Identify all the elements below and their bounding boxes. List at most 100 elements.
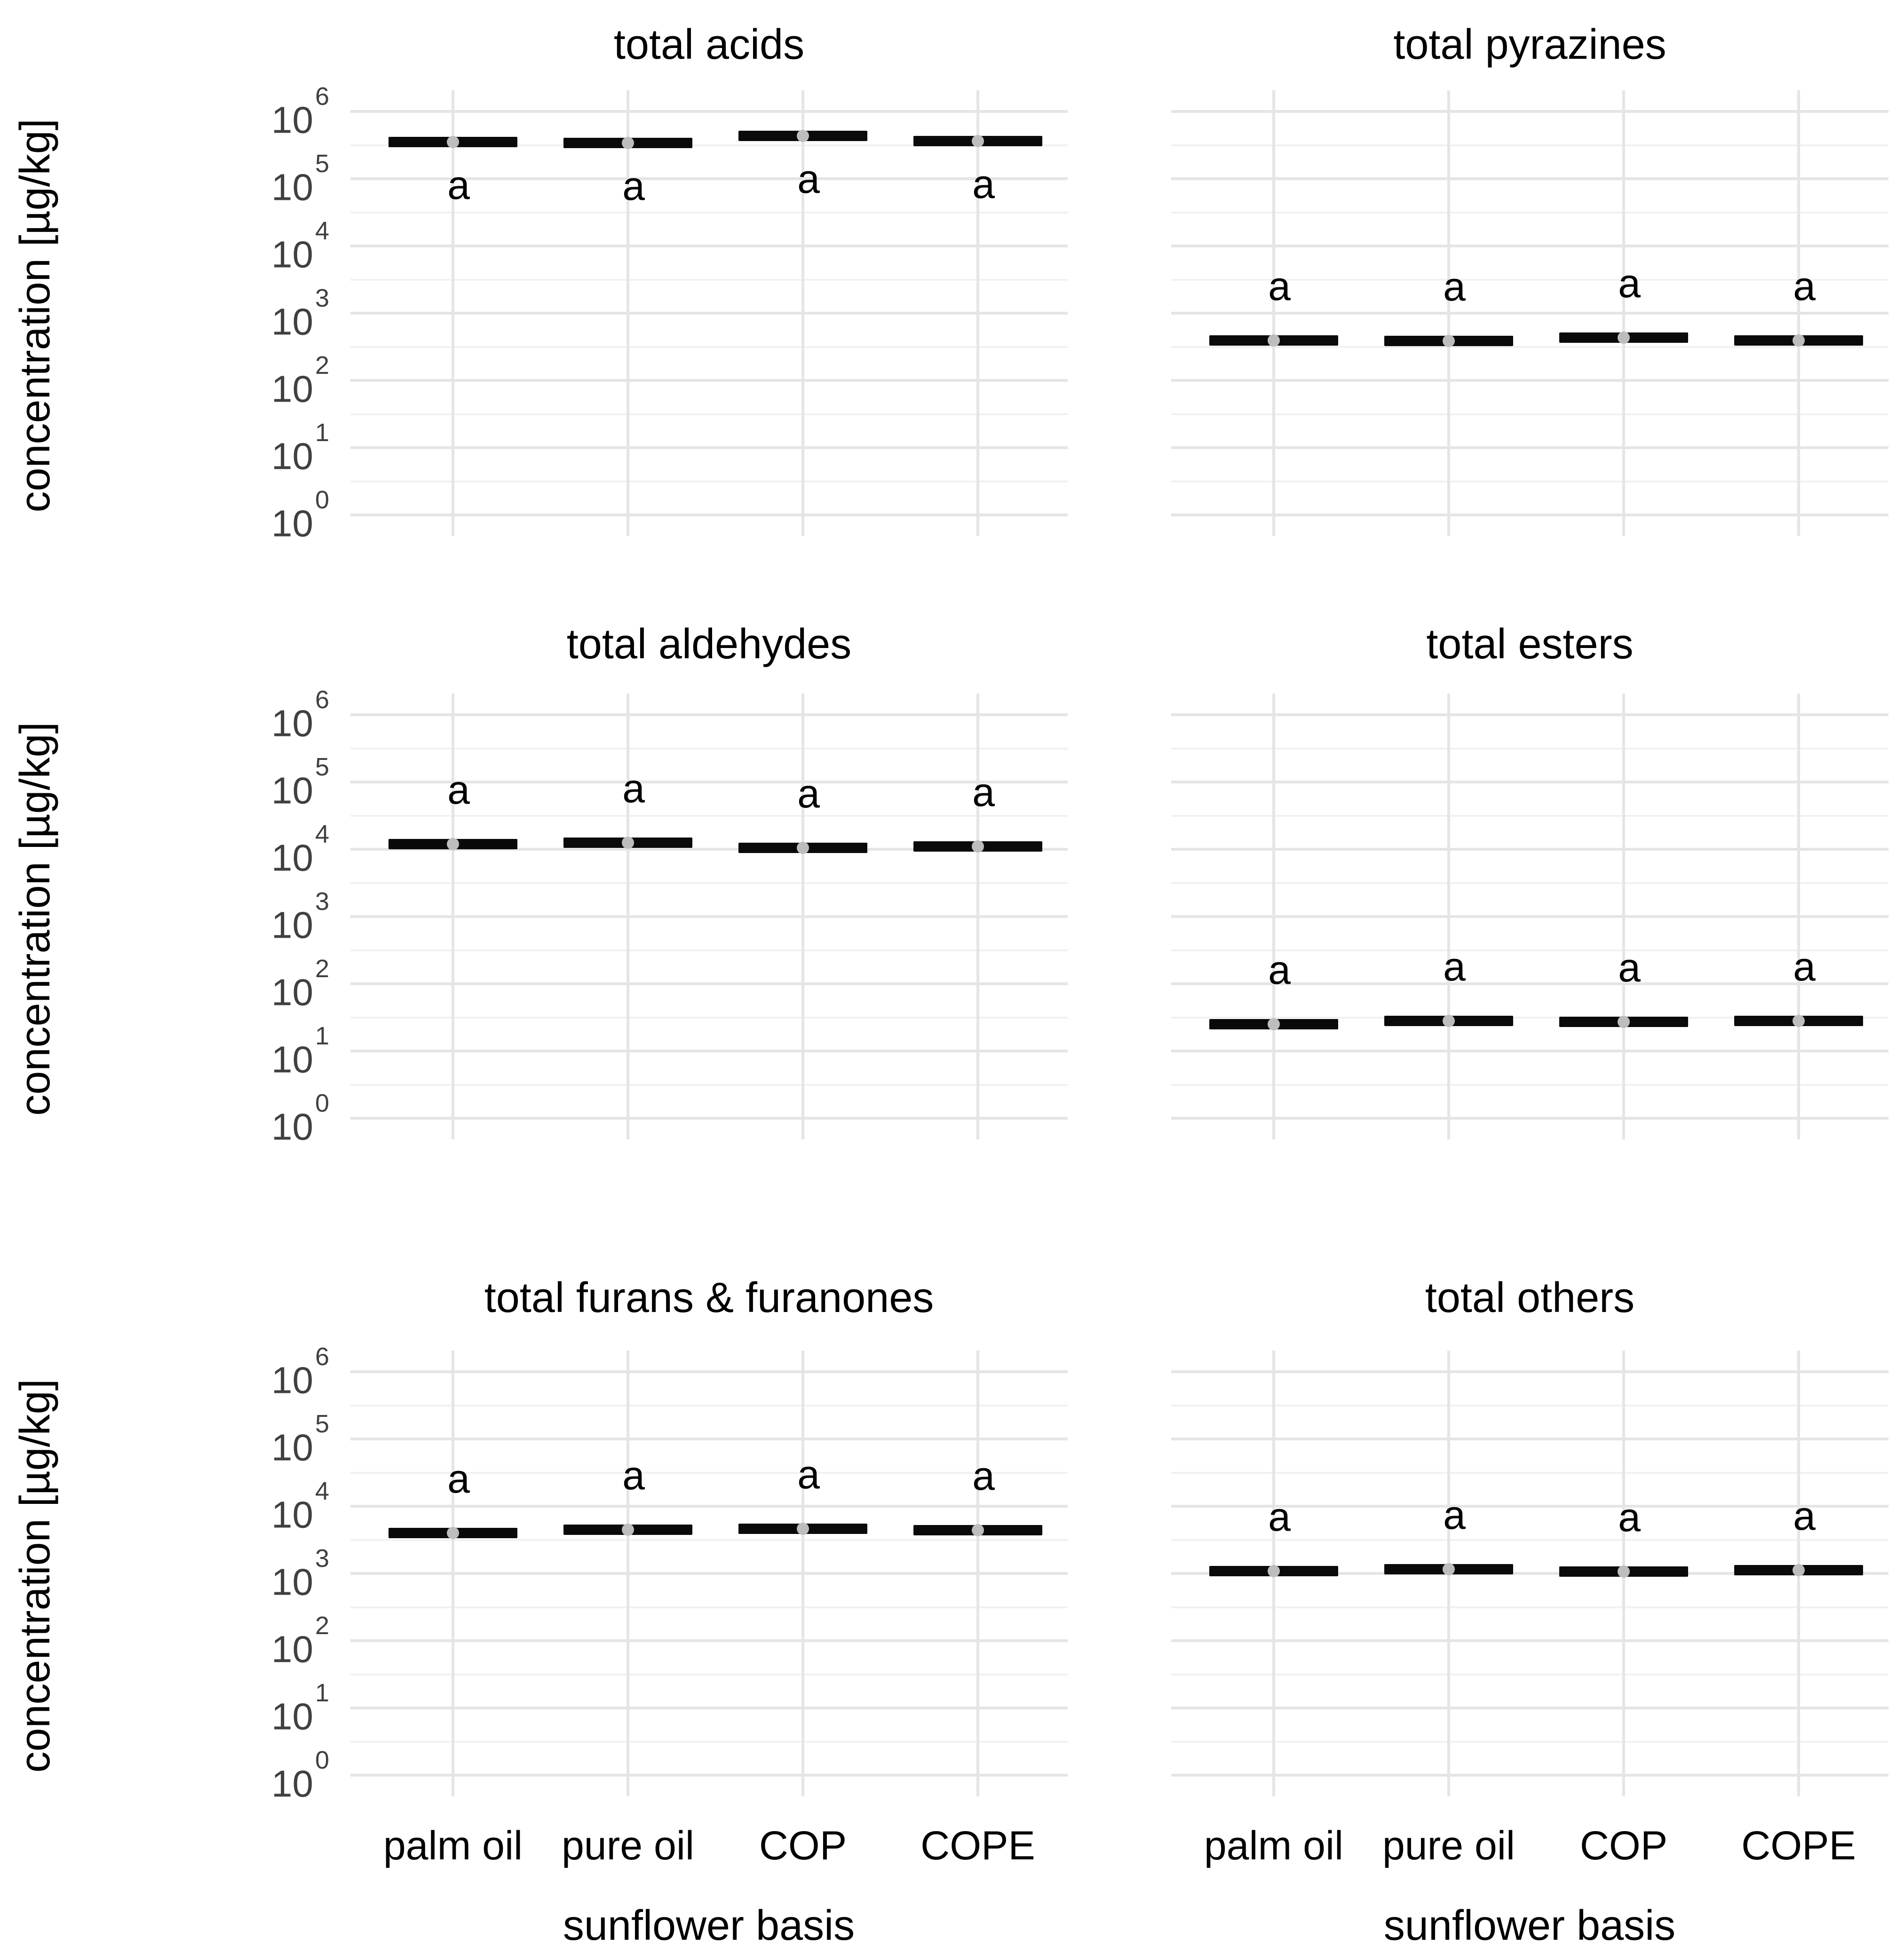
y-tick-exponent: 1 bbox=[315, 1022, 329, 1050]
gridline-minor bbox=[1171, 346, 1888, 348]
mean-point-COP bbox=[797, 1523, 809, 1535]
significance-letter-COP: a bbox=[1618, 261, 1641, 307]
x-tick-label-cop-left: COP bbox=[759, 1823, 847, 1868]
gridline-minor bbox=[1171, 1471, 1888, 1474]
y-tick-label-10e4-row3: 104 bbox=[141, 1477, 329, 1536]
gridline-category-COPE bbox=[976, 1351, 979, 1796]
y-tick-label-10e1-row3: 101 bbox=[141, 1679, 329, 1738]
significance-letter-COPE: a bbox=[1793, 1493, 1816, 1539]
gridline-major bbox=[1171, 1050, 1888, 1052]
gridline-minor bbox=[1171, 480, 1888, 482]
gridline-major bbox=[1171, 1774, 1888, 1777]
gridline-major bbox=[350, 1639, 1068, 1642]
mean-point-COP bbox=[1618, 332, 1630, 344]
gridline-major bbox=[1171, 177, 1888, 180]
gridline-minor bbox=[1171, 413, 1888, 415]
significance-letter-COP: a bbox=[797, 771, 820, 816]
gridline-major bbox=[350, 1438, 1068, 1440]
y-tick-label-10e1-row2: 101 bbox=[141, 1022, 329, 1081]
y-tick-label-10e5-row1: 105 bbox=[141, 150, 329, 208]
gridline-major bbox=[1171, 110, 1888, 113]
gridline-minor bbox=[1171, 1404, 1888, 1407]
mean-point-pure-oil bbox=[1443, 1015, 1455, 1027]
x-tick-label-palm-oil-left: palm oil bbox=[383, 1823, 523, 1868]
significance-letter-palm-oil: a bbox=[1268, 948, 1291, 993]
panel-title-total-acids: total acids bbox=[613, 21, 805, 68]
gridline-minor bbox=[350, 144, 1068, 146]
y-tick-base: 10 bbox=[271, 837, 313, 879]
x-tick-label-cop-right: COP bbox=[1579, 1823, 1668, 1868]
x-tick-label-cope-left: COPE bbox=[920, 1823, 1035, 1868]
significance-letter-pure-oil: a bbox=[1443, 1493, 1466, 1538]
gridline-major bbox=[1171, 982, 1888, 985]
mean-point-COP bbox=[1618, 1565, 1630, 1578]
x-tick-label-pure-oil-right: pure oil bbox=[1382, 1823, 1515, 1868]
mean-point-pure-oil bbox=[622, 1523, 634, 1536]
gridline-major bbox=[350, 915, 1068, 918]
gridline-minor bbox=[1171, 949, 1888, 951]
y-tick-exponent: 2 bbox=[315, 351, 329, 379]
y-tick-base: 10 bbox=[271, 1038, 313, 1081]
gridline-major bbox=[350, 1707, 1068, 1709]
significance-letter-palm-oil: a bbox=[447, 163, 470, 208]
mean-point-COPE bbox=[1793, 334, 1805, 347]
y-tick-base: 10 bbox=[271, 971, 313, 1013]
gridline-minor bbox=[1171, 144, 1888, 146]
y-tick-exponent: 0 bbox=[315, 1746, 329, 1774]
x-tick-label-cope-right: COPE bbox=[1741, 1823, 1856, 1868]
y-tick-label-10e6-row1: 106 bbox=[141, 82, 329, 141]
y-tick-exponent: 1 bbox=[315, 419, 329, 447]
significance-letter-COPE: a bbox=[972, 770, 995, 815]
gridline-major bbox=[350, 1117, 1068, 1120]
gridline-category-COP bbox=[801, 694, 804, 1139]
significance-letter-COP: a bbox=[797, 1452, 820, 1498]
y-tick-exponent: 2 bbox=[315, 955, 329, 983]
y-tick-exponent: 3 bbox=[315, 887, 329, 916]
significance-letter-COPE: a bbox=[1793, 263, 1816, 309]
gridline-minor bbox=[350, 1471, 1068, 1474]
y-tick-exponent: 6 bbox=[315, 82, 329, 111]
x-tick-label-pure-oil-left: pure oil bbox=[561, 1823, 695, 1868]
y-tick-exponent: 0 bbox=[315, 486, 329, 514]
x-axis-title-left: sunflower basis bbox=[563, 1902, 855, 1949]
gridline-category-COP bbox=[1622, 694, 1625, 1139]
gridline-minor bbox=[1171, 211, 1888, 213]
mean-point-COPE bbox=[972, 135, 984, 148]
gridline-category-COPE bbox=[1797, 694, 1800, 1139]
gridline-minor bbox=[350, 949, 1068, 951]
significance-letter-COPE: a bbox=[972, 1453, 995, 1499]
y-tick-base: 10 bbox=[271, 702, 313, 744]
gridline-minor bbox=[1171, 1740, 1888, 1743]
gridline-category-palm-oil bbox=[452, 694, 454, 1139]
y-tick-exponent: 5 bbox=[315, 150, 329, 178]
gridline-category-palm-oil bbox=[1272, 694, 1275, 1139]
y-tick-base: 10 bbox=[271, 233, 313, 276]
gridline-major bbox=[1171, 1438, 1888, 1440]
mean-point-palm-oil bbox=[1268, 334, 1280, 347]
panel-title-total-pyrazines: total pyrazines bbox=[1393, 21, 1666, 68]
gridline-minor bbox=[1171, 814, 1888, 817]
y-tick-base: 10 bbox=[271, 1762, 313, 1805]
significance-letter-pure-oil: a bbox=[622, 163, 645, 209]
gridline-minor bbox=[1171, 1083, 1888, 1086]
gridline-category-palm-oil bbox=[452, 90, 454, 536]
gridline-minor bbox=[1171, 278, 1888, 281]
y-tick-label-10e1-row1: 101 bbox=[141, 419, 329, 477]
y-axis-title-row2: concentration [µg/kg] bbox=[12, 722, 59, 1116]
gridline-major bbox=[350, 379, 1068, 382]
y-tick-base: 10 bbox=[271, 300, 313, 343]
gridline-minor bbox=[350, 1539, 1068, 1541]
gridline-minor bbox=[350, 1083, 1068, 1086]
gridline-category-COP bbox=[801, 1351, 804, 1796]
y-tick-label-10e5-row2: 105 bbox=[141, 753, 329, 812]
y-tick-label-10e6-row3: 106 bbox=[141, 1343, 329, 1401]
mean-point-pure-oil bbox=[1443, 1563, 1455, 1576]
gridline-category-pure-oil bbox=[627, 1351, 629, 1796]
gridline-major bbox=[1171, 1572, 1888, 1575]
gridline-major bbox=[1171, 781, 1888, 783]
y-tick-exponent: 1 bbox=[315, 1679, 329, 1707]
gridline-major bbox=[1171, 446, 1888, 449]
y-tick-base: 10 bbox=[271, 1561, 313, 1603]
panel-title-total-aldehydes: total aldehydes bbox=[566, 621, 852, 668]
